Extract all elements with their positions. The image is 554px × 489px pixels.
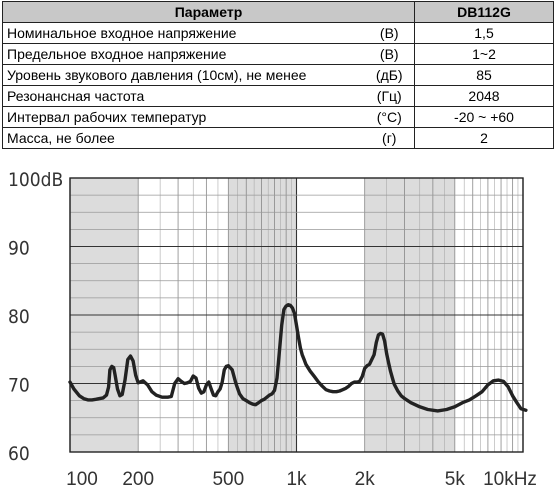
y-tick-label: 80 (8, 306, 30, 328)
spec-value: 2 (414, 127, 554, 149)
spec-table: Параметр DB112G Номинальное входное напр… (2, 1, 554, 149)
model-header: DB112G (414, 1, 554, 23)
spec-unit: (дБ) (364, 64, 415, 86)
plot-frame (69, 177, 524, 453)
y-tick-label: 70 (8, 375, 30, 397)
x-tick-label: 10kHz (483, 469, 537, 489)
y-tick-label: 60 (8, 443, 30, 465)
x-tick-label: 500 (212, 469, 244, 489)
x-tick-label: 200 (122, 469, 154, 489)
y-tick-label: 100dB (8, 169, 63, 191)
spec-value: -20 ~ +60 (414, 106, 554, 128)
response-curve (68, 303, 528, 413)
spec-row: Интервал рабочих температур (°С) -20 ~ +… (2, 106, 554, 128)
y-tick-label: 90 (8, 238, 30, 260)
spec-value: 85 (414, 64, 554, 86)
x-tick-label: 100 (66, 469, 98, 489)
x-tick-label: 2k (355, 469, 376, 489)
x-tick-label: 5k (445, 469, 466, 489)
spec-name: Уровень звукового давления (10см), не ме… (2, 64, 365, 86)
spec-value: 1,5 (414, 22, 554, 44)
spec-name: Масса, не более (2, 127, 365, 149)
spec-row: Предельное входное напряжение (В) 1~2 (2, 43, 554, 65)
spec-header-row: Параметр DB112G (2, 1, 554, 23)
spec-row: Резонансная частота (Гц) 2048 (2, 85, 554, 107)
spec-row: Номинальное входное напряжение (В) 1,5 (2, 22, 554, 44)
spec-name: Резонансная частота (2, 85, 365, 107)
x-tick-label: 1k (286, 469, 307, 489)
spec-unit: (Гц) (364, 85, 415, 107)
param-header: Параметр (2, 1, 415, 23)
spec-value: 2048 (414, 85, 554, 107)
spec-row: Масса, не более (г) 2 (2, 127, 554, 149)
spec-name: Интервал рабочих температур (2, 106, 365, 128)
spec-row: Уровень звукового давления (10см), не ме… (2, 64, 554, 86)
spec-value: 1~2 (414, 43, 554, 65)
